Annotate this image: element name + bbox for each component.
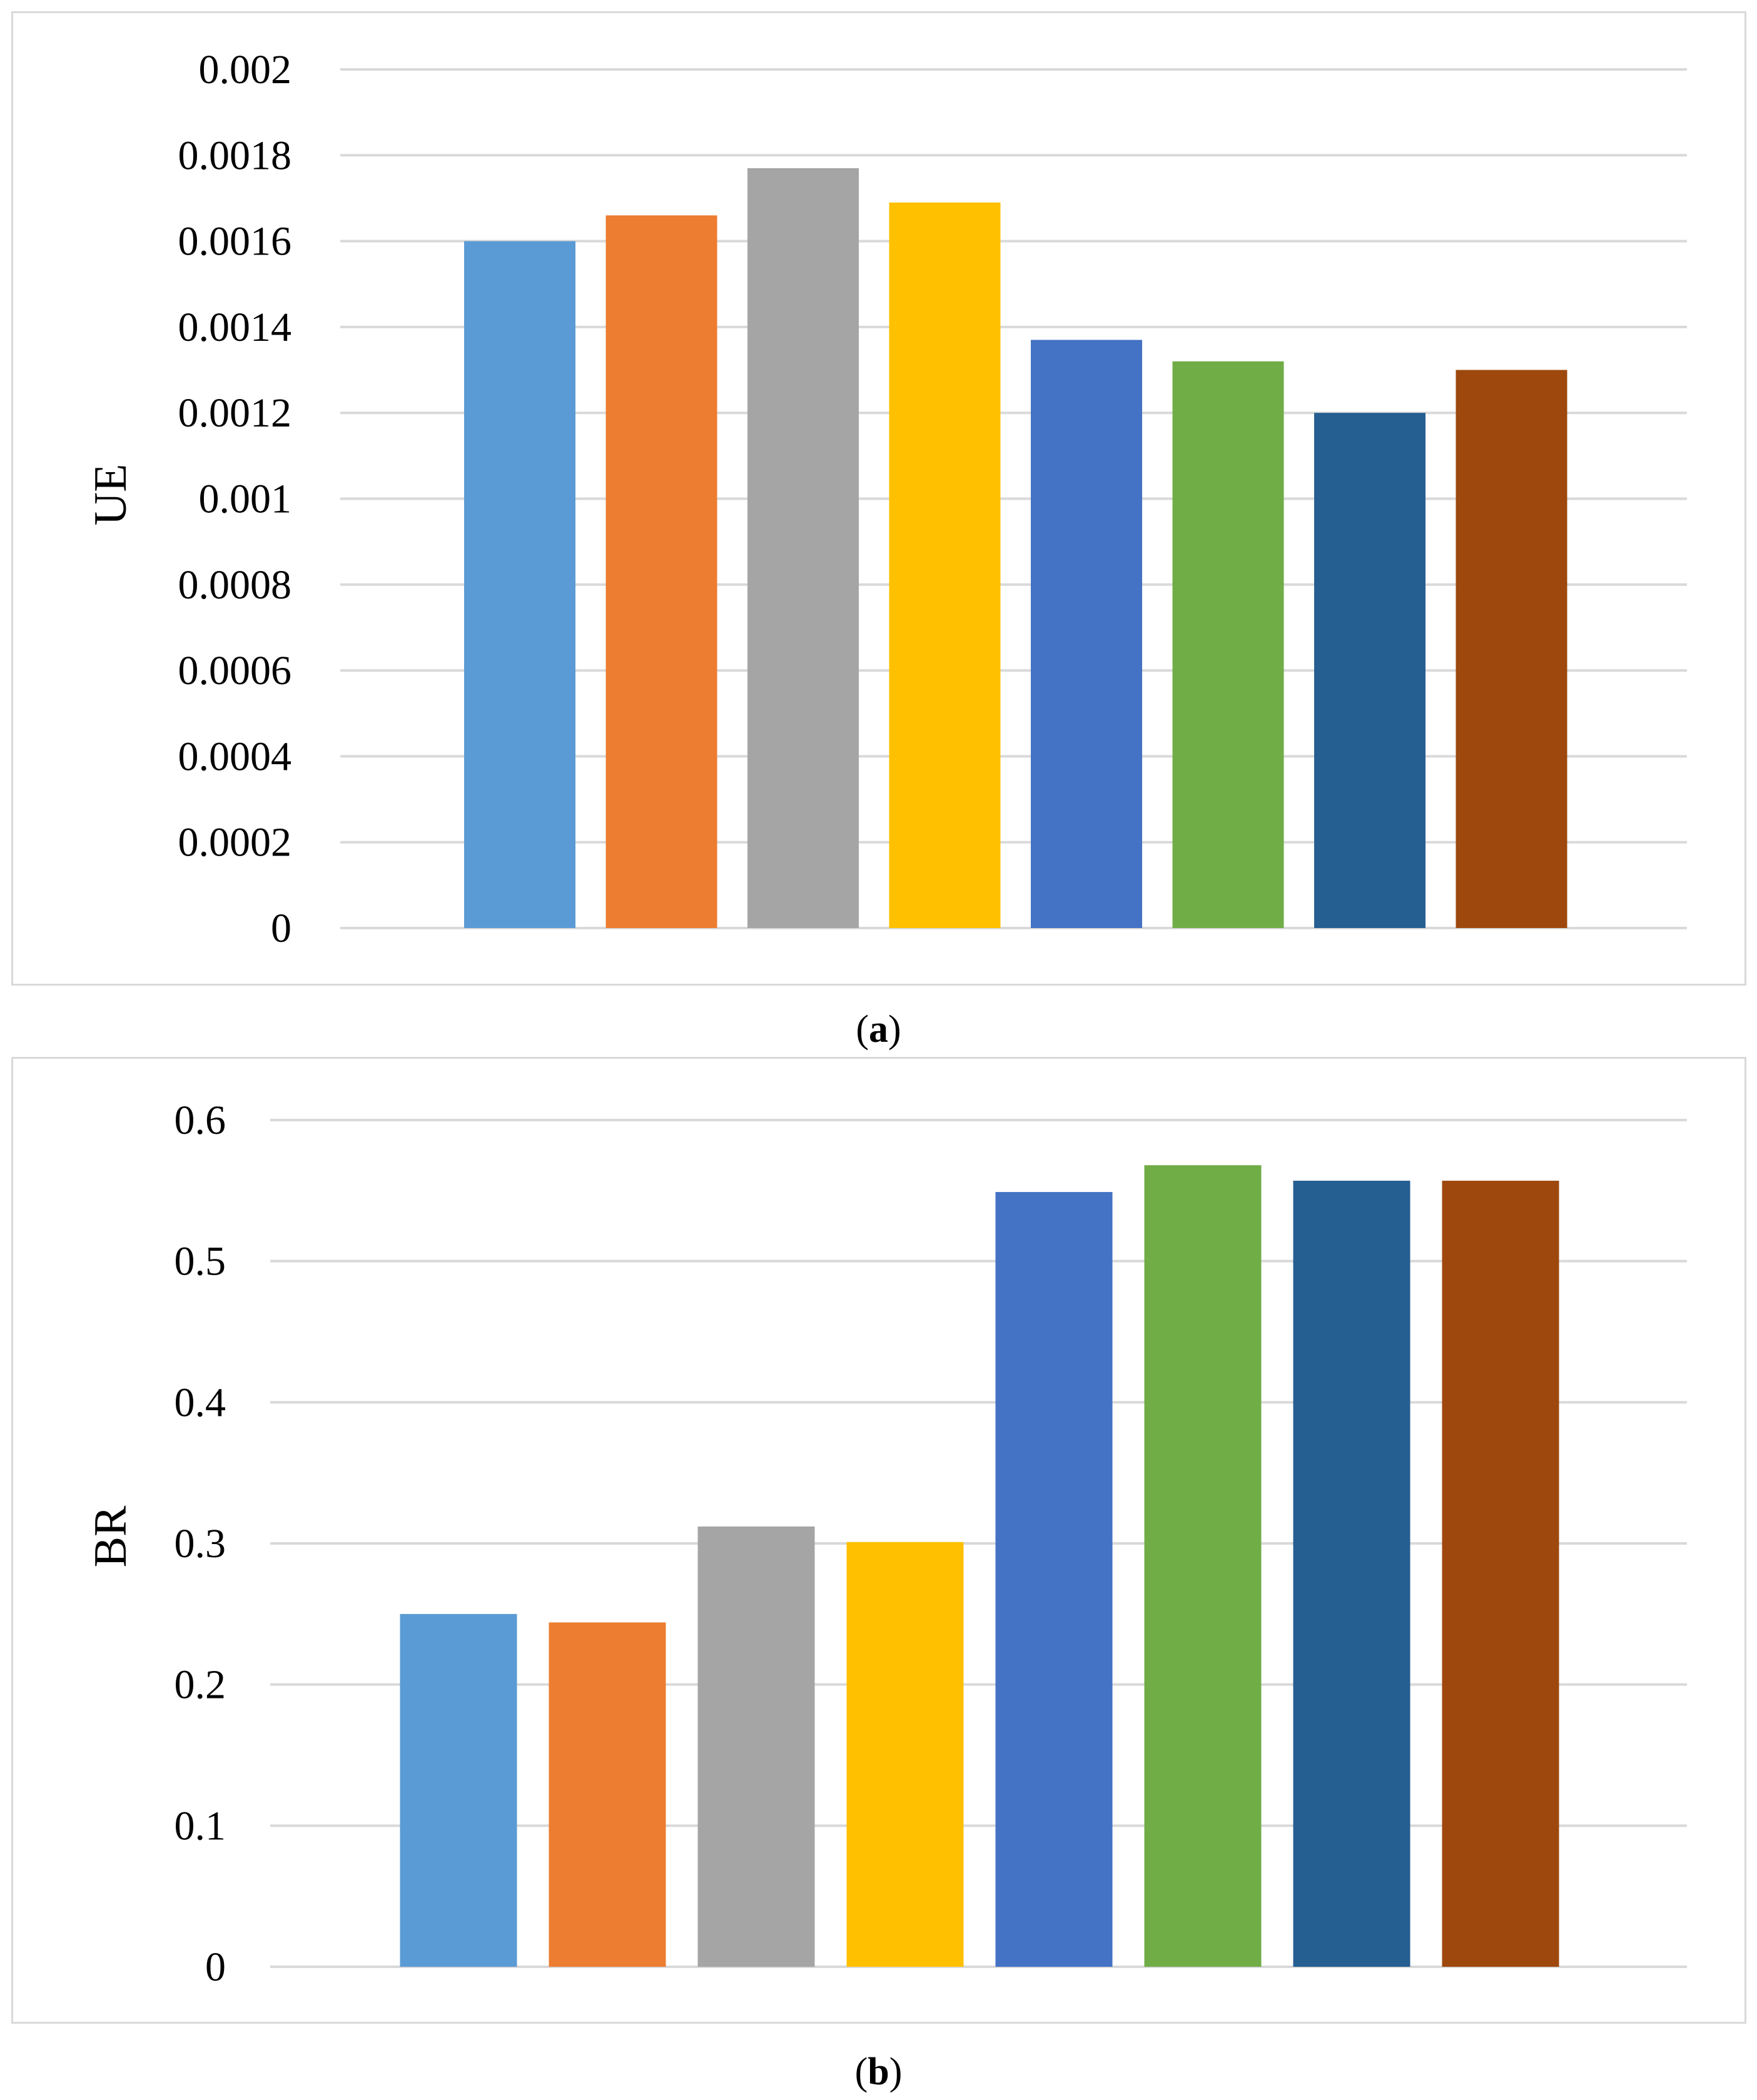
bar-br-3 bbox=[697, 1526, 815, 1967]
bar-ue-4 bbox=[889, 202, 1001, 929]
caption-a: (a) bbox=[856, 1008, 901, 1051]
y-tick-label-ue-5: 0.001 bbox=[199, 477, 292, 522]
bar-br-6 bbox=[1144, 1165, 1262, 1967]
y-tick-label-br-2: 0.2 bbox=[175, 1662, 226, 1708]
y-tick-label-ue-0: 0 bbox=[271, 906, 291, 951]
y-tick-label-br-1: 0.1 bbox=[175, 1803, 226, 1849]
bar-ue-6 bbox=[1172, 361, 1284, 928]
y-tick-label-ue-6: 0.0012 bbox=[178, 390, 292, 436]
y-tick-label-ue-4: 0.0008 bbox=[178, 562, 292, 608]
y-tick-label-br-6: 0.6 bbox=[175, 1098, 226, 1143]
y-tick-label-br-4: 0.4 bbox=[175, 1380, 226, 1425]
bar-ue-3 bbox=[747, 168, 859, 928]
bar-ue-5 bbox=[1031, 340, 1142, 928]
y-tick-label-ue-2: 0.0004 bbox=[178, 734, 292, 779]
bar-br-7 bbox=[1293, 1181, 1410, 1967]
bar-ue-7 bbox=[1314, 413, 1425, 928]
bar-br-1 bbox=[400, 1613, 517, 1967]
y-tick-label-ue-10: 0.002 bbox=[199, 47, 292, 93]
bar-br-2 bbox=[549, 1622, 666, 1967]
y-axis-title-br: BR bbox=[85, 1505, 136, 1567]
chart-panel-b: 0 0.1 0.2 0.3 0.4 0.5 0.6 BR bbox=[11, 1057, 1746, 2024]
y-tick-label-br-3: 0.3 bbox=[175, 1521, 226, 1567]
bar-chart-br: 0 0.1 0.2 0.3 0.4 0.5 0.6 BR bbox=[85, 1098, 1687, 1990]
bar-br-5 bbox=[995, 1192, 1113, 1967]
y-tick-label-ue-3: 0.0006 bbox=[178, 648, 292, 694]
y-tick-label-ue-1: 0.0002 bbox=[178, 820, 292, 866]
y-tick-label-ue-8: 0.0016 bbox=[178, 219, 292, 265]
bar-br-8 bbox=[1442, 1181, 1559, 1967]
bar-ue-2 bbox=[605, 215, 717, 928]
y-tick-label-ue-9: 0.0018 bbox=[178, 133, 292, 178]
caption-b: (b) bbox=[854, 2051, 903, 2093]
y-axis-title-ue: UE bbox=[85, 464, 136, 526]
y-tick-label-ue-7: 0.0014 bbox=[178, 305, 292, 350]
bar-ue-1 bbox=[464, 241, 575, 929]
bar-br-4 bbox=[846, 1542, 964, 1967]
chart-panel-a: 0 0.0002 0.0004 0.0006 0.0008 0.001 0.0012 0.00… bbox=[11, 11, 1746, 986]
bar-ue-8 bbox=[1456, 370, 1567, 928]
bar-chart-ue: 0 0.0002 0.0004 0.0006 0.0008 0.001 0.0012 0.00… bbox=[85, 47, 1687, 951]
y-tick-label-br-0: 0 bbox=[205, 1944, 226, 1990]
y-tick-label-br-5: 0.5 bbox=[175, 1239, 226, 1285]
